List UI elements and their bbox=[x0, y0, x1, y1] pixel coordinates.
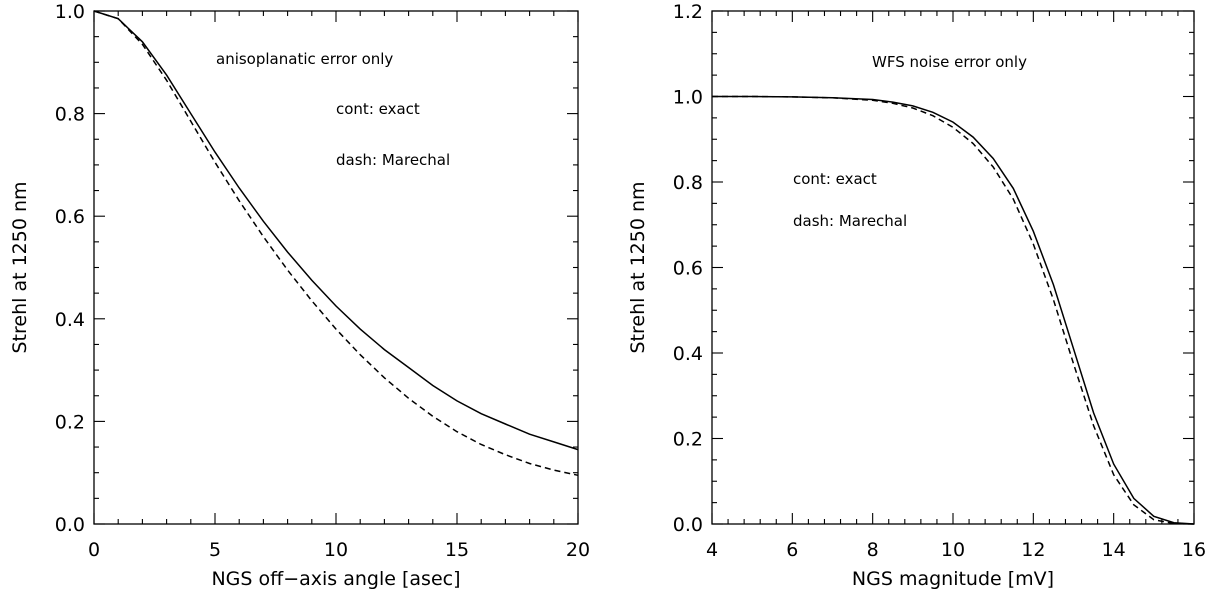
right-y-tick-label: 0.8 bbox=[673, 172, 703, 194]
left-y-tick-label: 0.6 bbox=[55, 206, 85, 228]
right-series-dashed bbox=[712, 95, 1195, 525]
left-y-tick-label: 1.0 bbox=[55, 1, 85, 23]
left-y-tick-label: 0.4 bbox=[55, 309, 85, 331]
right-chart: 4 6 8 10 12 14 16 0.0 0.2 0.4 0.6 0.8 1.0 1.2 NGS magn… bbox=[627, 1, 1206, 590]
left-x-tick-label: 5 bbox=[209, 539, 221, 561]
right-x-tick-label: 6 bbox=[786, 539, 798, 561]
right-x-tick-label: 16 bbox=[1182, 539, 1206, 561]
left-annotation: dash: Marechal bbox=[336, 151, 450, 169]
left-x-tick-label: 20 bbox=[566, 539, 590, 561]
right-x-axis-label: NGS magnitude [mV] bbox=[852, 568, 1054, 590]
left-y-tick-label: 0.2 bbox=[55, 411, 85, 433]
right-y-axis-label: Strehl at 1250 nm bbox=[627, 181, 649, 353]
right-y-tick-label: 0.0 bbox=[673, 514, 703, 536]
right-y-tick-label: 1.0 bbox=[673, 87, 703, 109]
right-y-tick-label: 0.6 bbox=[673, 258, 703, 280]
left-x-tick-label: 15 bbox=[445, 539, 469, 561]
left-annotation: cont: exact bbox=[336, 100, 420, 118]
right-x-tick-label: 10 bbox=[941, 539, 965, 561]
left-series-dashed bbox=[93, 10, 579, 477]
right-x-tick-label: 12 bbox=[1021, 539, 1045, 561]
left-x-tick-label: 0 bbox=[88, 539, 100, 561]
left-annotation: anisoplanatic error only bbox=[216, 50, 393, 68]
right-x-tick-label: 4 bbox=[706, 539, 718, 561]
left-y-tick-label: 0.0 bbox=[55, 514, 85, 536]
right-plot-frame bbox=[711, 10, 1195, 525]
right-x-tick-label: 8 bbox=[867, 539, 879, 561]
left-plot-frame bbox=[93, 10, 579, 525]
right-annotation: WFS noise error only bbox=[872, 53, 1027, 71]
right-y-tick-label: 0.4 bbox=[673, 343, 703, 365]
right-annotation: cont: exact bbox=[793, 170, 877, 188]
left-y-axis-label: Strehl at 1250 nm bbox=[9, 181, 31, 353]
right-annotation: dash: Marechal bbox=[793, 212, 907, 230]
left-y-tick-label: 0.8 bbox=[55, 104, 85, 126]
left-series-solid bbox=[93, 10, 579, 451]
right-y-tick-label: 1.2 bbox=[673, 1, 703, 23]
right-series-solid bbox=[712, 95, 1195, 525]
left-chart: 0 5 10 15 20 0.0 0.2 0.4 0.6 0.8 1.0 NGS off−axis a… bbox=[9, 1, 590, 590]
right-y-tick-label: 0.2 bbox=[673, 429, 703, 451]
right-x-tick-label: 14 bbox=[1102, 539, 1126, 561]
left-x-tick-label: 10 bbox=[324, 539, 348, 561]
left-x-axis-label: NGS off−axis angle [asec] bbox=[211, 568, 460, 590]
